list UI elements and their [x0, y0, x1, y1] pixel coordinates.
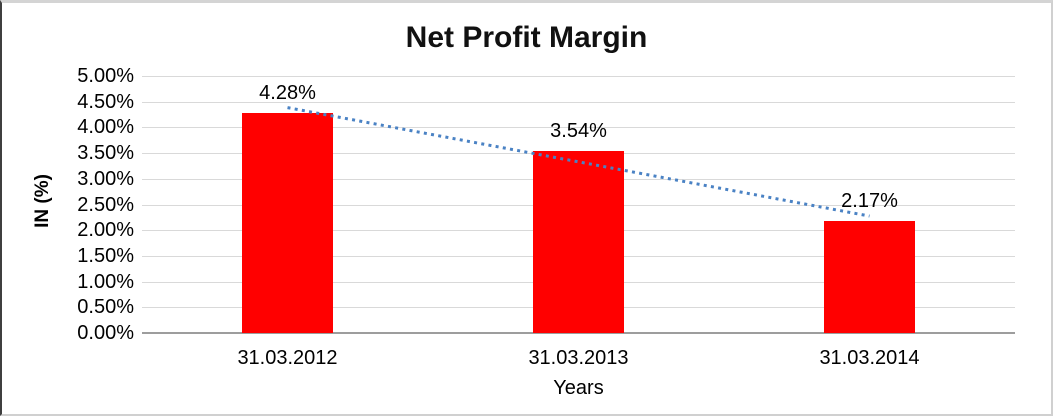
y-tick-label: 5.00% — [77, 65, 134, 87]
y-tick-label: 0.00% — [77, 322, 134, 344]
gridline — [142, 76, 1015, 77]
x-axis-title: Years — [553, 377, 604, 399]
y-tick-label: 3.50% — [77, 142, 134, 165]
gridline — [142, 101, 1015, 103]
chart-title: Net Profit Margin — [405, 21, 648, 54]
x-axis-line — [142, 332, 1015, 334]
y-tick-label: 1.50% — [77, 244, 134, 267]
y-tick-label: 4.50% — [77, 90, 134, 113]
y-tick-label: 2.50% — [77, 193, 134, 216]
y-tick-label: 4.00% — [77, 116, 134, 139]
bar — [242, 113, 333, 333]
plot-area: 5.00% 4.50% 4.00% 3.50% 3.00% 2.50% 2.00% 1.50%… — [2, 3, 1051, 414]
x-tick-label: 31.03.2013 — [528, 347, 629, 369]
bar-data-label: 4.28% — [259, 82, 316, 104]
y-tick-label: 3.00% — [77, 167, 134, 190]
y-tick-label: 0.50% — [77, 296, 134, 319]
x-tick-label: 31.03.2014 — [819, 347, 920, 369]
x-tick-label: 31.03.2012 — [237, 347, 338, 369]
y-tick-label: 2.00% — [77, 219, 134, 242]
bar-data-label: 2.17% — [841, 190, 898, 213]
bar-data-label: 3.54% — [550, 120, 607, 143]
bar — [824, 221, 915, 333]
y-tick-label: 1.00% — [77, 270, 134, 293]
bar — [533, 151, 624, 333]
